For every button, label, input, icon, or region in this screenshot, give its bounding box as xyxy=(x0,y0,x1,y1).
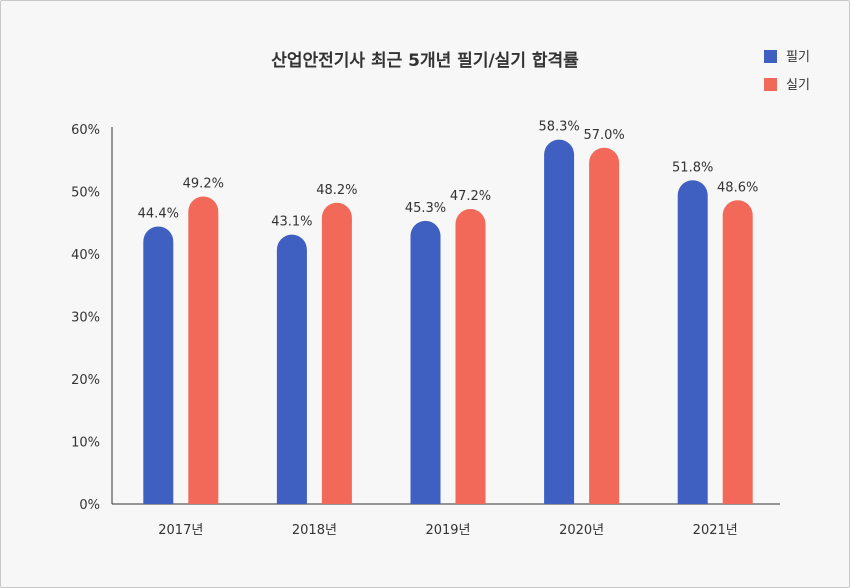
y-axis: 0% 10% 20% 30% 40% 50% 60% xyxy=(71,123,113,513)
x-tick-label: 2019년 xyxy=(425,523,470,538)
legend-swatch xyxy=(764,78,777,91)
legend-label: 실기 xyxy=(786,78,810,93)
x-tick-label: 2021년 xyxy=(693,523,738,538)
bar-written xyxy=(410,220,441,504)
bar-written xyxy=(143,226,174,504)
bar-written xyxy=(276,234,307,504)
chart-title: 산업안전기사 최근 5개년 필기/실기 합격률 xyxy=(271,50,579,71)
y-tick-label: 50% xyxy=(71,186,100,201)
legend-swatch xyxy=(764,50,777,63)
x-tick-label: 2020년 xyxy=(559,523,604,538)
bar-practical xyxy=(589,147,620,504)
data-label: 58.3% xyxy=(538,120,579,135)
x-tick-label: 2018년 xyxy=(292,523,337,538)
data-label: 44.4% xyxy=(138,207,179,222)
x-tick-label: 2017년 xyxy=(158,523,203,538)
y-tick-label: 30% xyxy=(71,311,100,326)
data-label: 51.8% xyxy=(672,160,713,175)
data-label: 48.6% xyxy=(717,180,758,195)
bars xyxy=(143,139,753,505)
data-label: 47.2% xyxy=(450,189,491,204)
legend-label: 필기 xyxy=(786,50,810,65)
bar-practical xyxy=(722,200,753,504)
data-labels: 44.4% 49.2% 43.1% 48.2% 45.3% 47.2% 58.3% 57.0%… xyxy=(138,120,759,230)
y-tick-label: 10% xyxy=(71,436,100,451)
data-label: 43.1% xyxy=(271,215,312,230)
data-label: 45.3% xyxy=(405,201,446,216)
data-label: 49.2% xyxy=(183,177,224,192)
x-axis: 2017년 2018년 2019년 2020년 2021년 xyxy=(112,503,780,538)
bar-written xyxy=(544,139,575,504)
bar-practical xyxy=(321,202,352,505)
y-tick-label: 20% xyxy=(71,373,100,388)
bar-written xyxy=(677,180,708,505)
y-tick-label: 0% xyxy=(79,498,100,513)
bar-practical xyxy=(455,209,486,505)
bar-practical xyxy=(188,196,219,504)
y-tick-label: 60% xyxy=(71,123,100,138)
data-label: 57.0% xyxy=(583,128,624,143)
data-label: 48.2% xyxy=(316,183,357,198)
y-tick-label: 40% xyxy=(71,248,100,263)
